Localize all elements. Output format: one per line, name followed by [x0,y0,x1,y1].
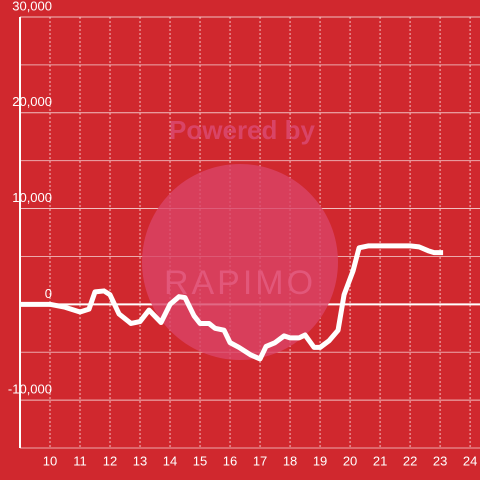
x-tick-label: 16 [223,453,237,468]
watermark-logo: RAPIMO [164,264,316,302]
x-tick-label: 12 [103,453,117,468]
y-tick-label: 10,000 [12,190,52,205]
x-tick-label: 10 [43,453,57,468]
x-tick-label: 11 [73,453,87,468]
x-tick-label: 22 [403,453,417,468]
y-tick-label: 20,000 [12,94,52,109]
x-tick-label: 19 [313,453,327,468]
x-tick-label: 20 [343,453,357,468]
y-tick-label: 30,000 [12,0,52,13]
x-tick-label: 18 [283,453,297,468]
watermark-text: Powered by [169,115,315,145]
line [20,243,444,362]
x-tick-label: 14 [163,453,177,468]
y-tick-label: 0 [45,286,52,301]
x-tick-label: 24 [463,453,477,468]
x-tick-label: 23 [433,453,447,468]
y-tick-label: -10,000 [8,382,52,397]
x-tick-label: 17 [253,453,267,468]
watermark-circle [142,164,338,360]
x-tick-label: 21 [373,453,387,468]
x-tick-label: 13 [133,453,147,468]
x-tick-label: 15 [193,453,207,468]
